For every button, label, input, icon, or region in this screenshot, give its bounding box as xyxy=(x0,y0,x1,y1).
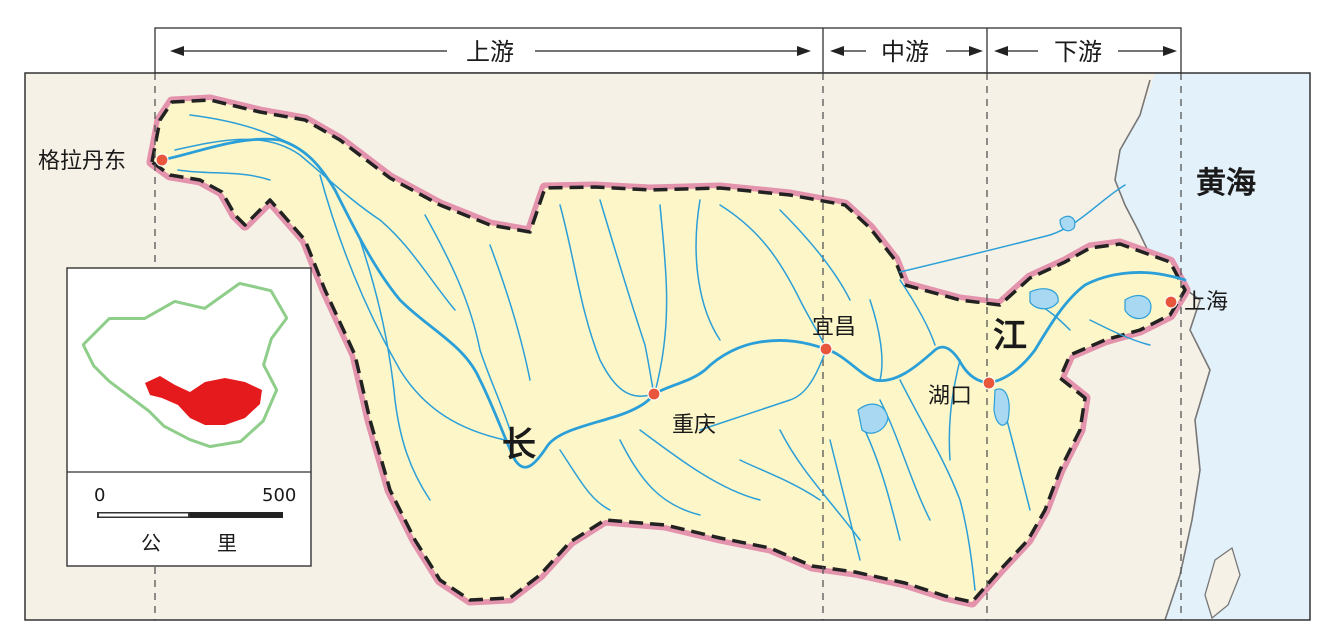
city-dot-chongqing xyxy=(647,387,661,401)
scale-unit-char2: 里 xyxy=(217,531,237,555)
upper-reach-label: 上游 xyxy=(466,38,514,66)
lakes xyxy=(857,215,1152,434)
upper-reach-arrow xyxy=(170,46,811,56)
lake xyxy=(1059,215,1076,232)
label-yichang: 宜昌 xyxy=(812,315,856,340)
island xyxy=(1204,546,1241,620)
inset-basin-highlight xyxy=(145,376,262,425)
lake xyxy=(1124,295,1152,320)
label-chongqing: 重庆 xyxy=(672,413,716,438)
lake xyxy=(993,388,1010,426)
label-source: 格拉丹东 xyxy=(38,149,126,174)
label-river-char1: 长 xyxy=(502,425,536,465)
scale-unit-char1: 公 xyxy=(141,531,161,555)
label-river-char2: 江 xyxy=(993,316,1027,356)
lower-reach-arrow xyxy=(994,46,1177,56)
city-dot-yichang xyxy=(819,342,833,356)
label-hukou: 湖口 xyxy=(928,384,972,409)
lower-reach-label: 下游 xyxy=(1054,38,1102,66)
tributaries xyxy=(174,114,1151,591)
middle-reach-arrow xyxy=(830,46,983,56)
city-dot-source xyxy=(155,153,169,167)
lake xyxy=(857,403,889,434)
label-shanghai: 上海 xyxy=(1184,290,1228,315)
map-border xyxy=(24,72,1311,621)
label-sea: 黄海 xyxy=(1196,166,1256,201)
city-dot-shanghai xyxy=(1164,295,1178,309)
inset-panel: 0 500 公 里 xyxy=(66,267,312,567)
scale-end: 500 xyxy=(262,485,296,506)
yangtze-main-channel xyxy=(160,137,1187,469)
scale-start: 0 xyxy=(94,485,105,506)
city-markers xyxy=(155,153,1178,401)
section-header: 上游 中游 下游 xyxy=(154,27,1182,74)
lake xyxy=(1029,288,1059,310)
city-dot-hukou xyxy=(982,376,996,390)
yellow-sea xyxy=(1115,73,1310,620)
middle-reach-label: 中游 xyxy=(881,38,929,66)
